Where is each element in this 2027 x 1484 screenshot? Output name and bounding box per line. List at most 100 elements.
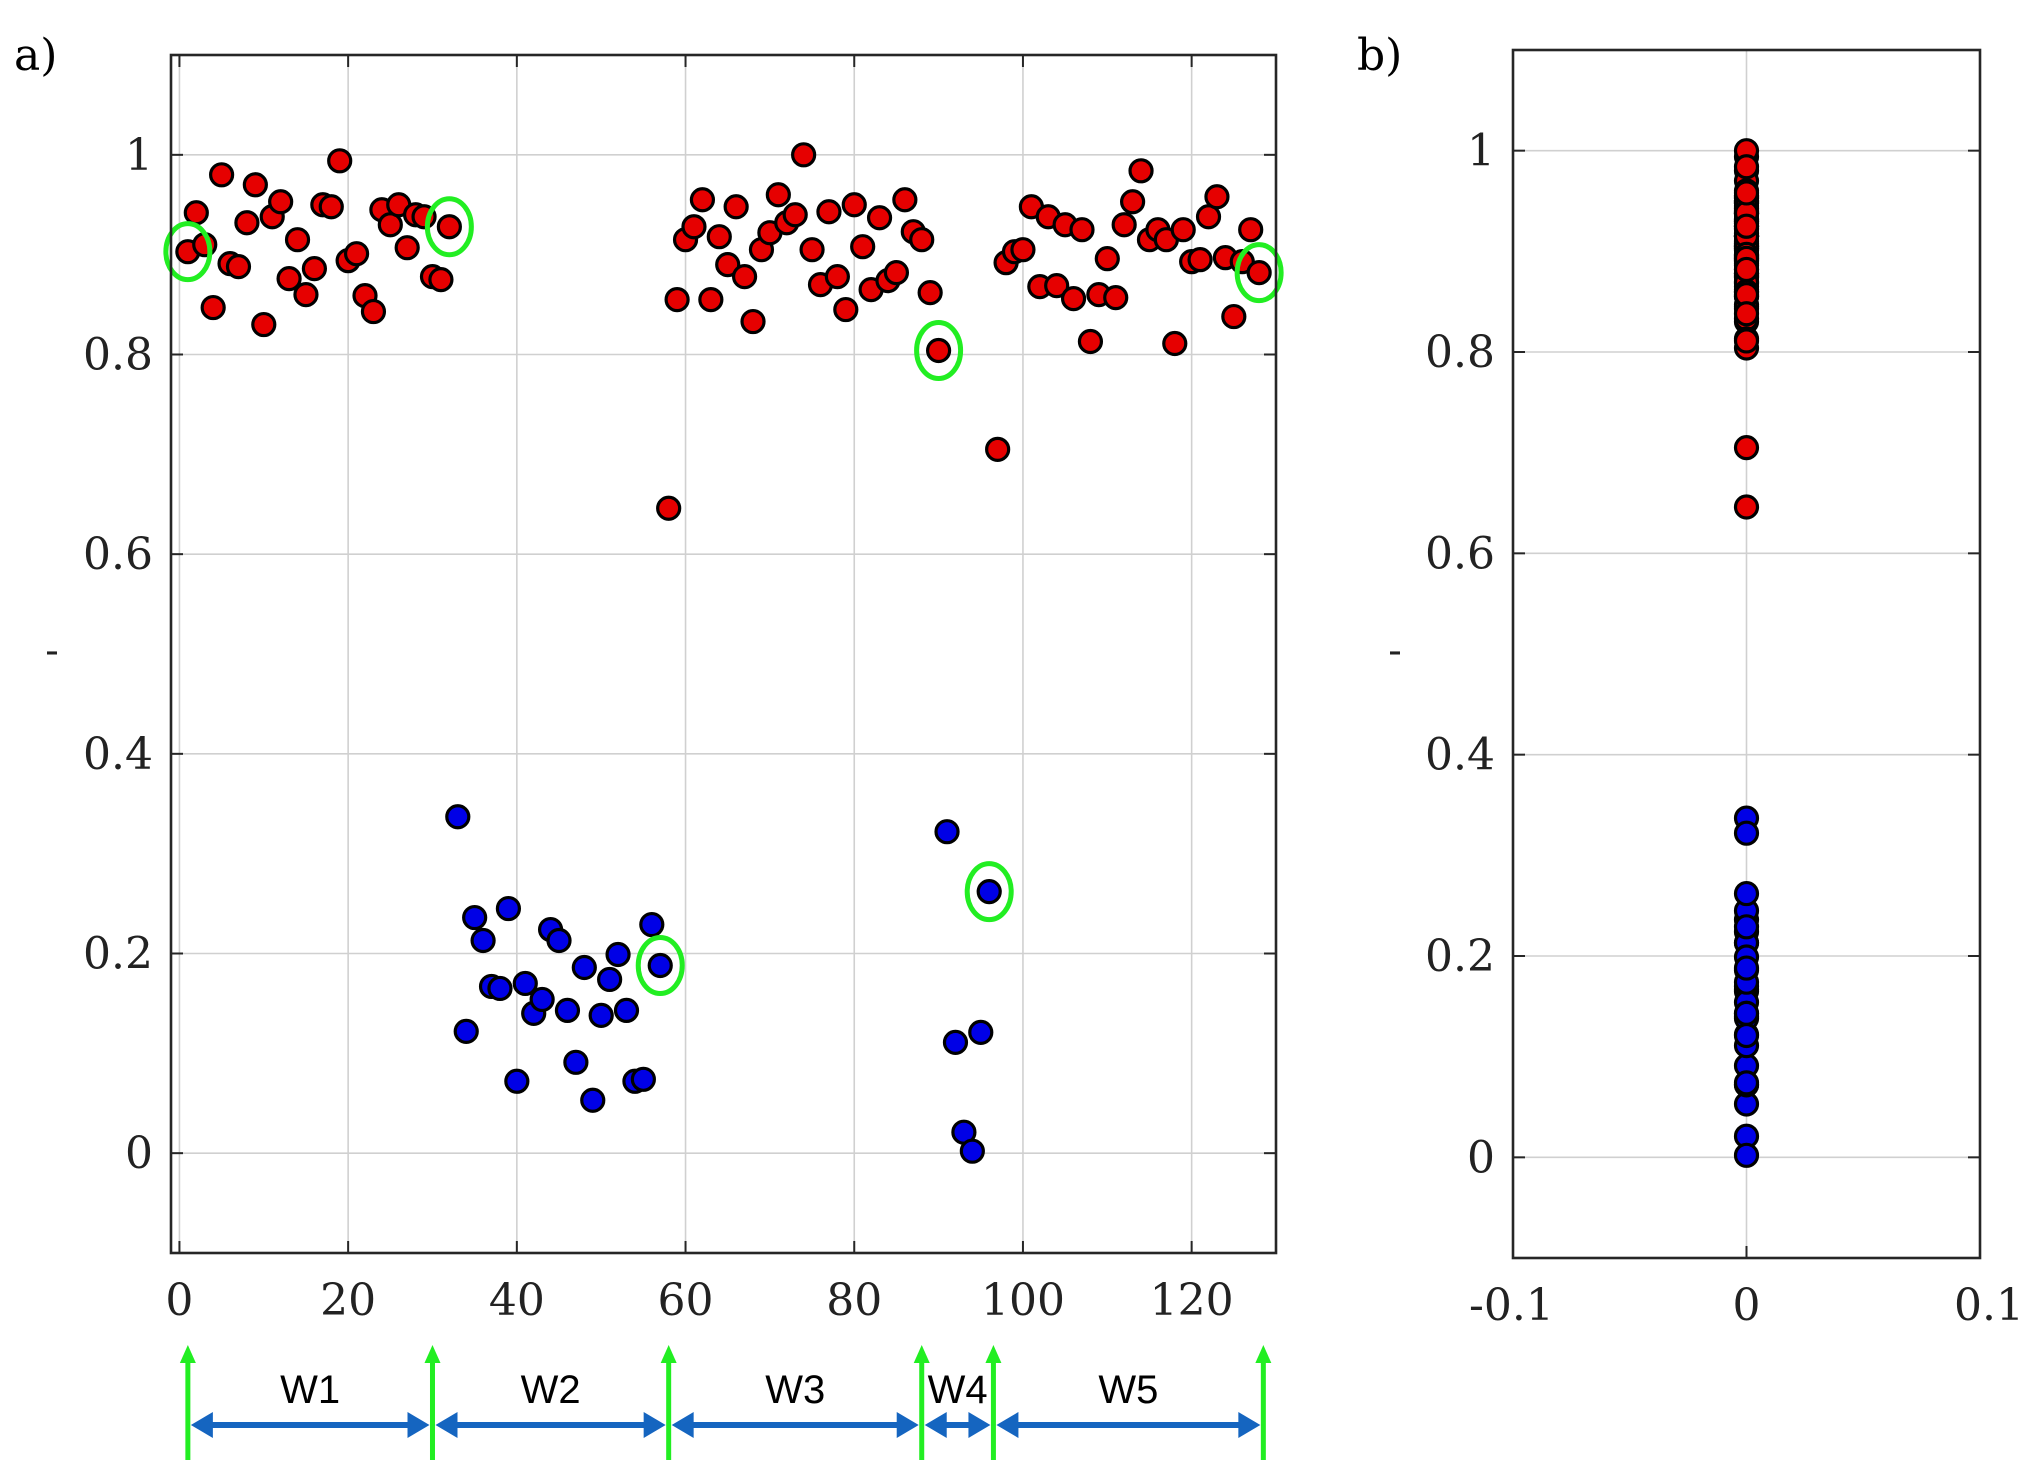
panel-b-x-tick-label: 0.1 xyxy=(1954,1280,2024,1331)
panel-b-point-high xyxy=(1733,256,1760,283)
panel-a-point-low xyxy=(959,1138,985,1164)
panel-a-point-high xyxy=(664,286,690,313)
panel-a-point-high xyxy=(327,148,353,174)
panel-a-point-high xyxy=(866,205,893,231)
segment-arrowhead-left xyxy=(671,1412,694,1438)
panel-a-point-low xyxy=(445,804,471,830)
panel-b-point-high xyxy=(1733,154,1760,180)
panel-a-point-high xyxy=(209,162,235,188)
panel-a-x-tick-label: 80 xyxy=(826,1275,882,1326)
panel-a-point-high xyxy=(698,286,724,313)
panel-b: b) -0.1 0 0.1 0 0.2 0.4 0.6 0.8 1 - xyxy=(1357,30,2024,1331)
panel-a-point-high xyxy=(917,280,943,306)
panel-a-point-high xyxy=(1060,285,1087,312)
panel-a-y-tick-label: 0.6 xyxy=(83,529,153,580)
panel-a-point-high xyxy=(1069,217,1095,243)
panel-a-point-high xyxy=(318,194,344,220)
panel-a-point-high xyxy=(1238,217,1264,243)
panel-a-point-high xyxy=(428,267,454,293)
panel-a-point-high xyxy=(925,337,952,364)
panel-a-point-low xyxy=(976,879,1002,905)
panel-b-point-low xyxy=(1733,955,1760,981)
panel-b-x-tick-label: -0.1 xyxy=(1469,1280,1554,1331)
panel-a-point-high xyxy=(276,266,302,292)
panel-a-highlight-ring xyxy=(1234,242,1284,304)
panel-b-point-high xyxy=(1733,328,1760,354)
panel-a-point-high xyxy=(909,227,935,253)
panel-a-point-low xyxy=(529,986,555,1013)
panel-a-point-high xyxy=(242,172,268,198)
panel-a-x-tick-label: 60 xyxy=(658,1275,714,1326)
panel-a-point-low xyxy=(605,941,631,968)
panel-a-point-high xyxy=(715,252,741,278)
panel-a-x-tick-label: 20 xyxy=(320,1275,376,1326)
panel-b-point-high xyxy=(1733,213,1760,239)
panel-a-point-low xyxy=(647,952,673,979)
panel-a-point-low xyxy=(462,904,488,931)
panel-a-y-ticks: 0 0.2 0.4 0.6 0.8 1 xyxy=(83,130,1276,1179)
panel-b-y-tick-label: 0.6 xyxy=(1425,528,1495,579)
panel-a-point-high xyxy=(360,298,387,325)
panel-a-point-low xyxy=(512,970,538,997)
panel-a-point-high xyxy=(833,296,859,323)
panel-a-highlight-ring xyxy=(424,196,474,258)
panel-a-point-high xyxy=(1128,158,1154,184)
panel-a-point-high xyxy=(791,142,817,168)
panel-a-point-high xyxy=(782,202,808,228)
panel-a-point-high xyxy=(284,227,311,253)
panel-a-point-high xyxy=(1246,260,1272,286)
panel-a-point-high xyxy=(681,214,707,240)
panel-a-ylabel: - xyxy=(45,628,59,674)
panel-a-axes-box xyxy=(169,53,1278,1255)
panel-a-point-high xyxy=(883,260,910,286)
panel-a-point-low xyxy=(453,1018,479,1044)
panel-a-point-high xyxy=(1094,246,1120,272)
panel-a-point-high xyxy=(656,495,682,521)
panel-a-highlights xyxy=(163,196,1284,996)
panel-b-point-low xyxy=(1733,1000,1760,1026)
panel-a-point-low xyxy=(588,1002,614,1028)
panel-b-point-high xyxy=(1733,180,1760,206)
panel-a-highlight-ring xyxy=(163,221,213,283)
segment-annotation: W1 W2 W3 W4 W5 xyxy=(179,1345,1272,1460)
panel-a-point-high xyxy=(1187,247,1213,273)
panel-a-point-low xyxy=(613,997,640,1024)
panel-b-point-low xyxy=(1733,1142,1760,1168)
panel-a-point-high xyxy=(1170,217,1196,243)
panel-a-y-tick-label: 0.8 xyxy=(83,330,153,381)
panel-a-point-high xyxy=(689,187,716,213)
panel-a-y-tick-label: 0.2 xyxy=(83,929,153,980)
panel-a-points xyxy=(175,142,1272,1164)
panel-b-point-high xyxy=(1733,494,1760,520)
panel-a-highlight-ring xyxy=(964,861,1014,923)
segment-arrowhead-left xyxy=(190,1412,213,1438)
panel-a-point-high xyxy=(841,192,867,218)
panel-b-ylabel: - xyxy=(1388,628,1402,674)
panel-a-point-high xyxy=(343,241,370,267)
segment-arrowhead-right xyxy=(896,1412,919,1438)
segment-arrowhead-left xyxy=(996,1412,1019,1438)
panel-a-x-tick-label: 120 xyxy=(1150,1275,1234,1326)
panel-a-y-tick-label: 0 xyxy=(125,1128,153,1179)
panel-a-y-tick-label: 1 xyxy=(125,130,153,181)
segment-label-w3: W3 xyxy=(765,1368,825,1412)
panel-b-y-ticks: 0 0.2 0.4 0.6 0.8 1 xyxy=(1425,126,1980,1183)
panel-a-point-low xyxy=(597,966,623,993)
panel-b-point-low xyxy=(1733,820,1760,846)
panel-a-point-high xyxy=(824,264,850,290)
panel-a-point-high xyxy=(1111,212,1137,238)
panel-a-point-high xyxy=(1077,328,1104,355)
panel-a-point-high xyxy=(816,199,842,225)
panel-a-x-tick-label: 0 xyxy=(165,1275,193,1326)
panel-a-point-high xyxy=(740,308,766,335)
segment-arrowhead-right xyxy=(1238,1412,1261,1438)
panel-a-point-low xyxy=(968,1019,994,1045)
panel-a-point-high xyxy=(234,210,260,236)
panel-a-point-high xyxy=(251,311,277,338)
panel-a-point-low xyxy=(546,927,572,954)
panel-a-label: a) xyxy=(14,30,57,81)
segment-arrowhead-right xyxy=(643,1412,666,1438)
panel-a-point-high xyxy=(706,224,732,250)
segment-boundary-arrowhead xyxy=(660,1345,677,1363)
panel-a-point-low xyxy=(934,819,960,845)
